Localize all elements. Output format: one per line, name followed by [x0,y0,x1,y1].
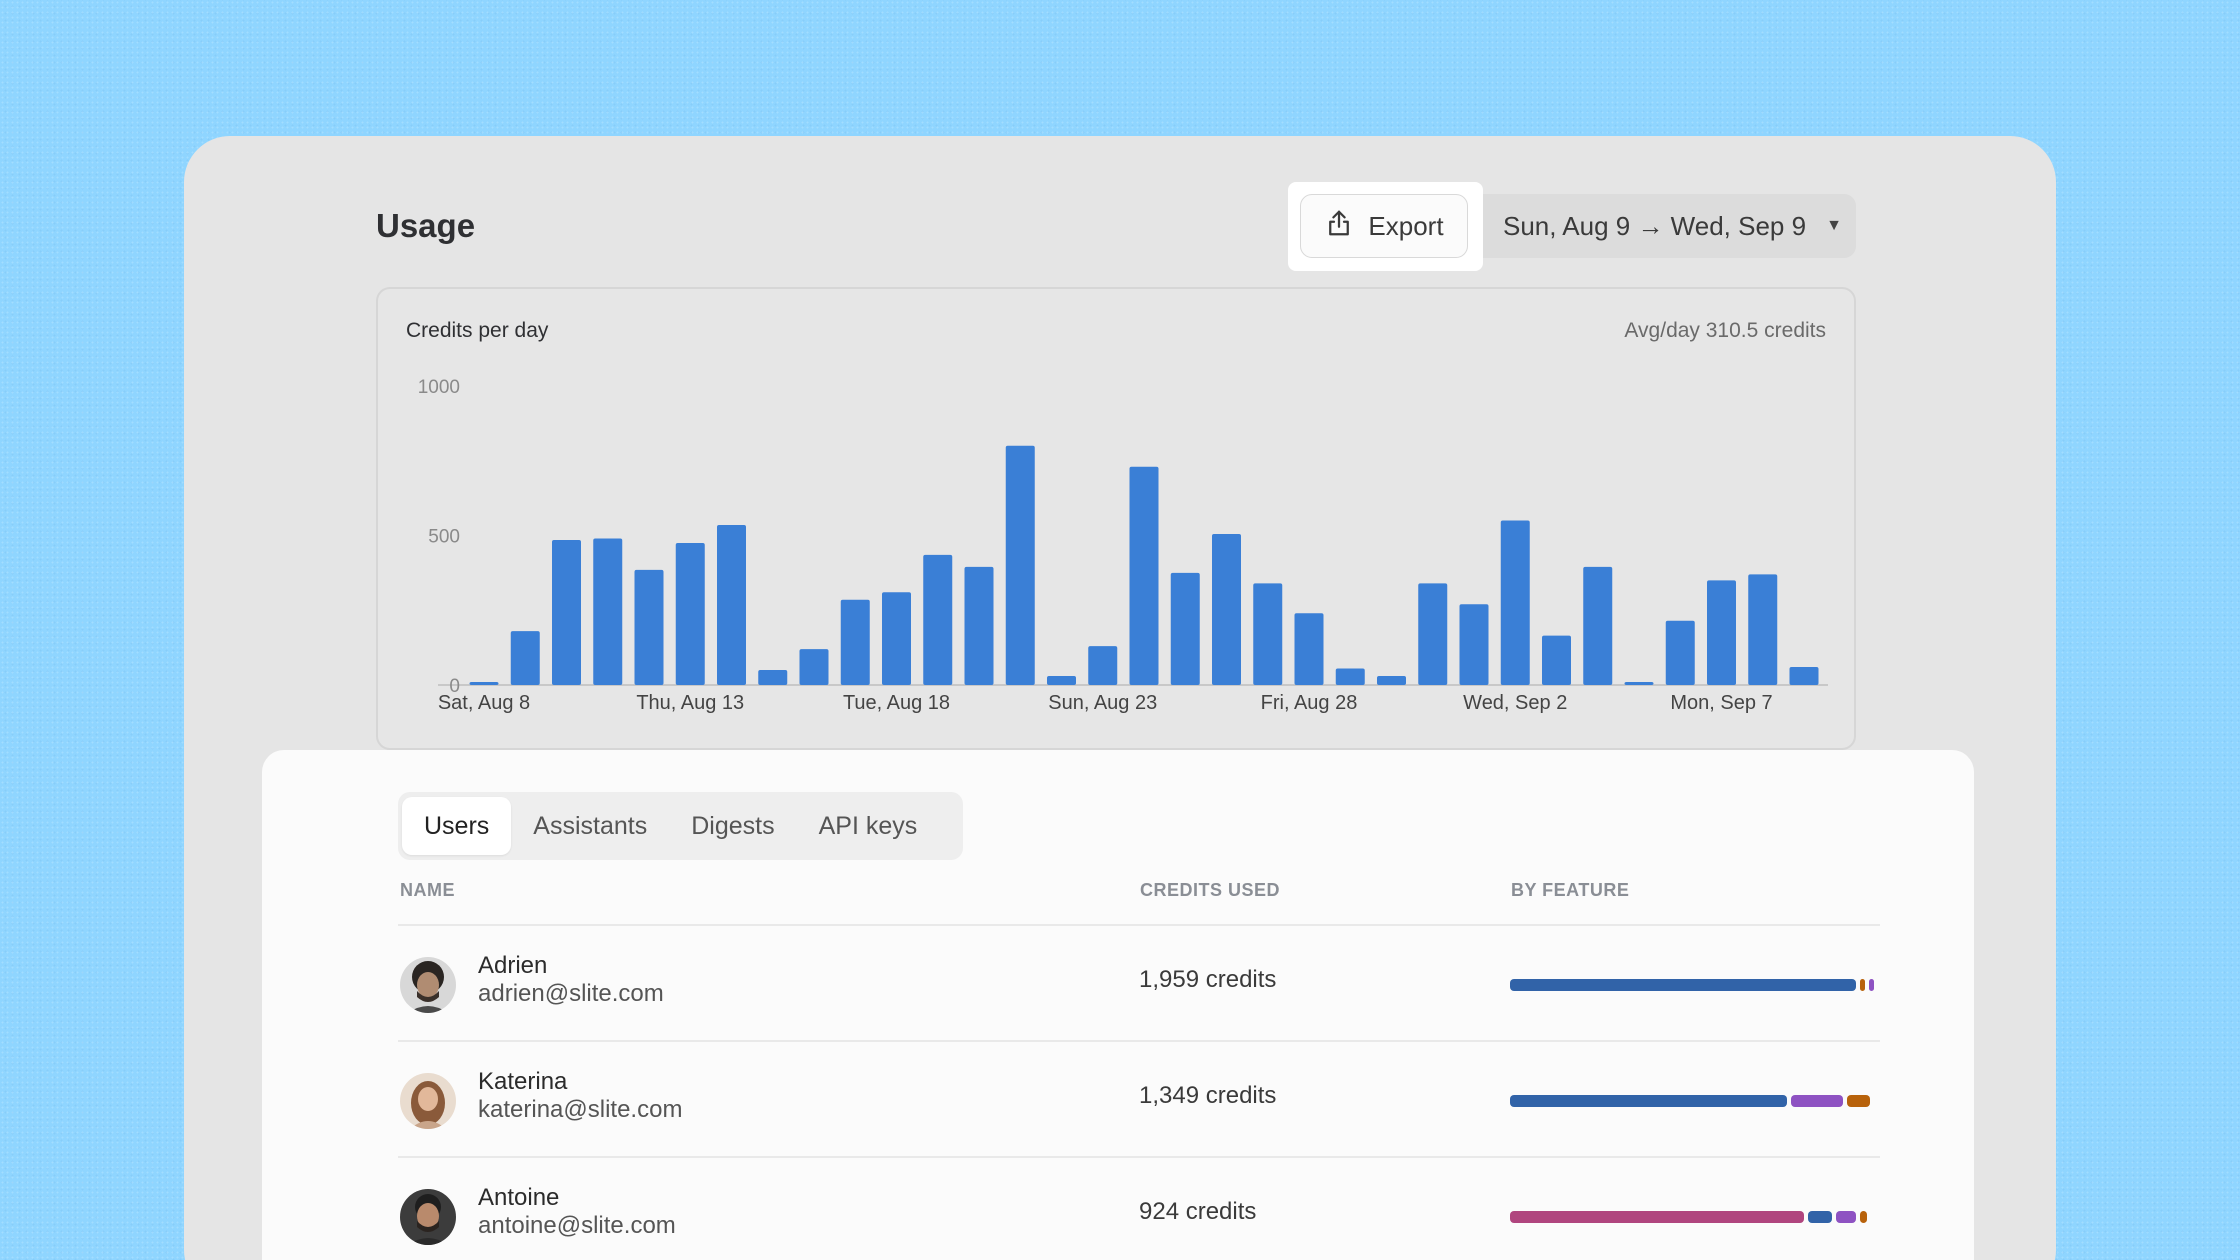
chart-bar[interactable] [552,539,581,685]
table-row[interactable]: Katerina katerina@slite.com 1,349 credit… [398,1042,1880,1156]
feature-segment[interactable] [1859,979,1865,991]
chart-bar[interactable] [1005,445,1035,685]
avatar [400,957,456,1013]
chart-bar[interactable] [1088,646,1118,685]
chart-bar[interactable] [1707,580,1736,685]
chart-bar[interactable] [1253,583,1283,685]
feature-breakdown-bar [1510,1211,1880,1223]
average-per-day: Avg/day 310.5 credits [1624,319,1826,342]
date-range-picker[interactable]: Sun, Aug 9 → Wed, Sep 9 ▼ [1483,194,1856,258]
header-divider [398,924,1880,926]
credits-used: 1,349 credits [1139,1082,1277,1109]
chart-bar[interactable] [634,569,664,685]
chart-bar[interactable] [1459,604,1489,685]
table-row[interactable]: Antoine antoine@slite.com 924 credits [398,1158,1880,1260]
chart-bar[interactable] [923,554,953,685]
chart-bar[interactable] [1377,676,1406,685]
x-tick-label: Wed, Sep 2 [1463,692,1567,714]
credits-chart-card: Credits per day Avg/day 310.5 credits 0 5… [376,287,1856,750]
bar-chart: 0 500 1000 Sat, Aug 8 Thu, Aug 13 Tue, Aug 18… [418,377,1828,714]
chart-bar[interactable] [1047,676,1076,685]
upload-icon [1324,208,1354,245]
feature-breakdown-bar [1510,1095,1880,1107]
chart-bar[interactable] [1335,668,1365,685]
chart-bar[interactable] [1789,667,1819,685]
row-divider [398,1040,1880,1042]
x-tick-label: Sun, Aug 23 [1048,692,1157,714]
user-name: Adrien [478,952,548,979]
feature-segment[interactable] [1510,1211,1804,1223]
row-divider [398,1156,1880,1158]
chart-bar[interactable] [675,542,705,685]
user-name: Antoine [478,1184,560,1211]
tab-digests[interactable]: Digests [691,811,775,840]
credits-used: 1,959 credits [1139,966,1277,993]
y-tick-label: 0 [449,676,460,697]
page-title: Usage [376,207,476,244]
chart-bar[interactable] [1583,566,1613,685]
avatar [400,1073,456,1129]
column-header-by-feature[interactable]: BY FEATURE [1511,880,1630,900]
credits-used: 924 credits [1139,1198,1257,1225]
avatar [400,1189,456,1245]
tab-bar: Users Assistants Digests API keys [398,792,963,860]
caret-down-icon: ▼ [1826,217,1842,234]
tab-api-keys[interactable]: API keys [818,811,918,840]
chart-bar[interactable] [758,670,788,685]
chart-bar[interactable] [1212,534,1241,685]
table-row[interactable]: Adrien adrien@slite.com 1,959 credits [398,926,1880,1040]
feature-segment[interactable] [1807,1211,1832,1223]
tab-assistants[interactable]: Assistants [533,811,648,840]
feature-breakdown-bar [1510,979,1880,991]
chart-bar[interactable] [1500,520,1530,685]
column-header-name[interactable]: NAME [400,880,455,900]
x-tick-label: Sat, Aug 8 [438,692,530,714]
chart-bar[interactable] [510,631,540,685]
x-tick-label: Fri, Aug 28 [1261,692,1358,714]
chart-bar[interactable] [964,566,994,685]
chart-bar[interactable] [840,599,870,685]
user-email: antoine@slite.com [478,1212,676,1239]
export-label: Export [1368,210,1444,241]
chart-bar[interactable] [799,649,829,685]
chart-title: Credits per day [406,319,549,342]
chart-bar[interactable] [1294,613,1324,685]
chart-bar[interactable] [1624,682,1654,685]
chart-bar[interactable] [1170,572,1200,685]
feature-segment[interactable] [1859,1211,1867,1223]
chart-bar[interactable] [1418,583,1448,685]
chart-bar[interactable] [593,538,623,685]
chart-bar[interactable] [469,682,499,685]
column-header-credits[interactable]: CREDITS USED [1140,880,1281,900]
chart-bar[interactable] [717,525,746,685]
x-tick-label: Thu, Aug 13 [636,692,744,714]
chart-bar[interactable] [882,592,911,685]
export-button[interactable]: Export [1300,194,1468,258]
export-highlight: Export [1288,182,1483,271]
feature-segment[interactable] [1510,1095,1788,1107]
user-email: katerina@slite.com [478,1096,683,1123]
feature-segment[interactable] [1791,1095,1843,1107]
feature-segment[interactable] [1510,979,1856,991]
user-name: Katerina [478,1068,568,1095]
date-range-label: Sun, Aug 9 → Wed, Sep 9 [1503,210,1807,241]
x-tick-label: Mon, Sep 7 [1670,692,1772,714]
feature-segment[interactable] [1835,1211,1856,1223]
chart-bar[interactable] [1542,635,1571,685]
x-tick-label: Tue, Aug 18 [843,692,950,714]
feature-segment[interactable] [1846,1095,1871,1107]
y-tick-label: 500 [428,527,460,548]
chart-bar[interactable] [1129,466,1159,685]
chart-bar[interactable] [1665,620,1695,685]
chart-bar[interactable] [1748,574,1778,685]
feature-segment[interactable] [1868,979,1874,991]
user-email: adrien@slite.com [478,980,664,1007]
tab-users[interactable]: Users [402,797,512,855]
y-tick-label: 1000 [418,377,460,398]
